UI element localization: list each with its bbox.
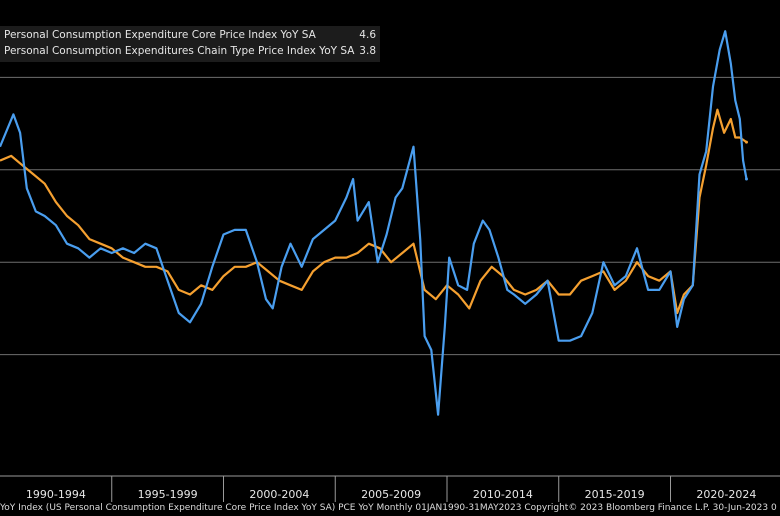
- x-tick-label: 2010-2014: [473, 488, 533, 501]
- legend-value-headline: 3.8: [359, 45, 376, 57]
- series-last-point: [744, 177, 748, 181]
- x-tick-label: 2015-2019: [585, 488, 645, 501]
- x-tick-label: 1990-1994: [26, 488, 86, 501]
- chart-footer: YoY Index (US Personal Consumption Expen…: [0, 503, 777, 513]
- legend: Personal Consumption Expenditure Core Pr…: [0, 26, 380, 62]
- x-tick-label: 2005-2009: [361, 488, 421, 501]
- x-tick-label: 2020-2024: [696, 488, 756, 501]
- legend-item-headline: Personal Consumption Expenditures Chain …: [4, 43, 380, 59]
- x-axis: 1990-1994 1995-1999 2000-2004 2005-2009 2010…: [0, 475, 780, 502]
- series-line-core-pce: [0, 108, 748, 315]
- series-lines: [0, 30, 748, 416]
- legend-label-headline: Personal Consumption Expenditures Chain …: [4, 45, 355, 57]
- x-tick-label: 2000-2004: [249, 488, 309, 501]
- series-line-headline-pce: [0, 30, 748, 416]
- series-last-point: [744, 140, 748, 144]
- legend-label-core: Personal Consumption Expenditure Core Pr…: [4, 29, 316, 41]
- gridlines: [0, 76, 780, 356]
- x-tick-label: 1995-1999: [138, 488, 198, 501]
- legend-item-core: Personal Consumption Expenditure Core Pr…: [4, 27, 380, 43]
- legend-value-core: 4.6: [359, 29, 376, 41]
